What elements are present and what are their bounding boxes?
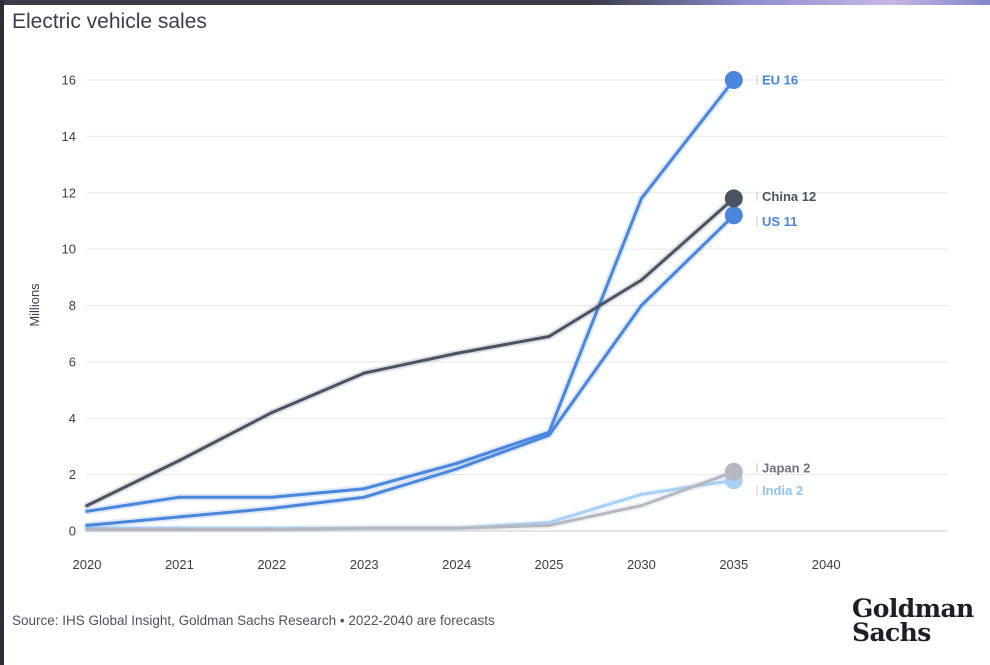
point-china: [270, 411, 274, 415]
y-tick-label: 2: [69, 467, 76, 482]
point-china: [85, 504, 89, 508]
series-label-india: India 2: [762, 483, 803, 498]
endpoint-eu: [724, 71, 743, 89]
point-eu: [177, 495, 181, 499]
series-line-china: [85, 196, 736, 508]
x-tick-label: 2021: [165, 557, 194, 572]
x-tick-label: 2024: [442, 557, 471, 572]
logo-line-1: Goldman: [852, 594, 974, 623]
point-us: [270, 506, 274, 511]
x-tick-label: 2020: [73, 557, 102, 572]
endpoint-japan: [724, 462, 743, 481]
series-label-us: US 11: [762, 214, 797, 229]
grid-lines: [86, 79, 948, 532]
series-lines: [83, 71, 743, 534]
point-japan: [362, 526, 366, 530]
series-glow-eu: [83, 76, 738, 515]
point-us: [362, 495, 366, 499]
series-end-labels: India 2 Japan 2 US 11 EU 16 China 12: [756, 73, 816, 498]
endpoint-us: [724, 206, 743, 225]
y-tick-label: 10: [62, 242, 76, 257]
point-eu: [547, 430, 551, 434]
y-axis-ticks: 0 2 4 6 8 10 12 14 16: [62, 73, 76, 539]
point-eu: [639, 196, 644, 200]
y-tick-label: 6: [69, 354, 76, 369]
y-tick-label: 12: [62, 185, 76, 200]
x-tick-label: 2025: [535, 557, 564, 572]
y-tick-label: 0: [69, 524, 76, 539]
left-edge-bar: [0, 0, 4, 665]
point-japan: [85, 527, 89, 532]
point-japan: [547, 523, 551, 527]
chart-title: Electric vehicle sales: [12, 10, 207, 33]
endpoint-china: [724, 189, 743, 208]
point-eu: [455, 461, 459, 465]
series-label-china: China 12: [762, 189, 816, 204]
x-tick-label: 2030: [627, 557, 656, 572]
top-accent-strip: [0, 0, 990, 5]
point-eu: [362, 487, 366, 491]
point-china: [177, 458, 181, 463]
point-us: [547, 433, 551, 437]
point-us: [455, 467, 459, 471]
point-china: [455, 351, 459, 356]
point-japan: [639, 504, 644, 508]
y-tick-label: 8: [69, 298, 76, 313]
x-tick-label: 2022: [257, 557, 286, 572]
point-china: [639, 278, 644, 282]
y-tick-label: 4: [69, 411, 76, 426]
series-line-us: [85, 213, 736, 527]
point-japan: [177, 527, 181, 532]
point-japan: [455, 526, 459, 530]
logo-line-2: Sachs: [852, 618, 931, 647]
y-tick-label: 14: [62, 129, 76, 144]
y-tick-label: 16: [62, 73, 76, 88]
x-tick-label: 2023: [350, 557, 379, 572]
point-china: [362, 371, 366, 375]
point-us: [85, 523, 89, 527]
point-us: [639, 303, 644, 308]
point-japan: [270, 527, 274, 532]
point-india: [639, 492, 644, 496]
series-line-japan: [85, 470, 736, 532]
x-tick-label: 2040: [812, 557, 841, 572]
series-label-eu: EU 16: [762, 73, 798, 88]
source-note: Source: IHS Global Insight, Goldman Sach…: [12, 613, 495, 628]
y-axis-label: Millions: [27, 283, 42, 327]
x-tick-label: 2035: [719, 557, 748, 572]
point-eu: [270, 495, 274, 499]
goldman-sachs-logo: Goldman Sachs: [852, 594, 974, 647]
point-us: [177, 515, 181, 519]
series-line-eu: [85, 78, 736, 513]
point-eu: [85, 509, 89, 513]
x-axis-ticks: 2020 2021 2022 2023 2024 2025 2030 2035 2040: [73, 557, 841, 572]
point-india: [547, 520, 551, 525]
series-label-japan: Japan 2: [762, 460, 810, 475]
point-china: [547, 334, 551, 339]
